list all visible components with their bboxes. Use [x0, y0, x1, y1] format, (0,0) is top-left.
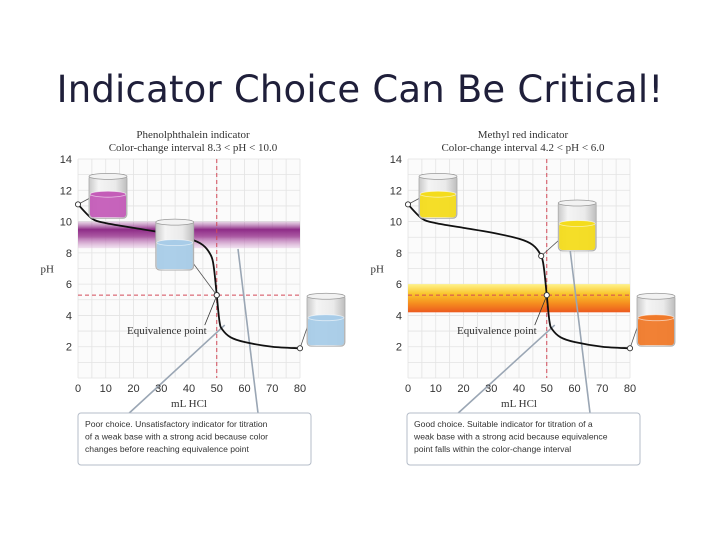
chart1-equivalence-label: Equivalence point	[127, 325, 207, 337]
chart2-beaker-icon	[418, 172, 458, 219]
chart1-caption-pointer	[128, 324, 226, 414]
chart1-ytick-label: 10	[60, 217, 72, 229]
chart2-beaker-icon	[557, 199, 597, 252]
chart2-curve-marker	[538, 252, 545, 260]
chart1-equivalence-marker	[213, 292, 220, 299]
chart2-beaker-rim	[418, 172, 458, 180]
chart1-caption-line: changes before reaching equivalence poin…	[85, 444, 249, 454]
chart2-title: Methyl red indicator	[478, 129, 569, 141]
chart2-ytick-label: 10	[390, 217, 402, 229]
chart2-caption-line: Good choice. Suitable indicator for titr…	[414, 419, 593, 429]
chart1-titration-curve	[77, 203, 301, 350]
chart2-beaker-liquid-surface	[558, 220, 596, 227]
chart2-xtick-label: 20	[457, 383, 469, 395]
chart2-xtick-label: 40	[513, 383, 525, 395]
chart2-beaker-liquid	[638, 317, 674, 346]
chart1-ytick-label: 2	[66, 342, 72, 354]
chart2-equivalence-leader	[534, 297, 547, 326]
chart1-xtick-label: 80	[294, 383, 306, 395]
chart2-beaker-rim	[557, 199, 597, 207]
chart2-color-change-band	[408, 284, 630, 313]
chart1-xtick-label: 10	[100, 383, 112, 395]
chart1-beaker-liquid-surface	[307, 314, 345, 322]
slide-title: Indicator Choice Can Be Critical!	[56, 68, 664, 111]
chart1-xtick-label: 60	[238, 383, 250, 395]
chart2-y-axis-label: pH	[371, 264, 385, 276]
chart2-ytick-label: 12	[390, 185, 402, 197]
chart2-subtitle: Color-change interval 4.2 < pH < 6.0	[441, 142, 605, 154]
chart1-y-axis-label: pH	[41, 264, 55, 276]
chart1-beaker-liquid	[90, 194, 126, 218]
chart1-curve-marker	[74, 201, 82, 208]
chart1-beaker-rim	[88, 172, 128, 180]
chart2-xtick-label: 10	[430, 383, 442, 395]
chart2-ytick-label: 6	[396, 279, 402, 291]
chart1-xtick-label: 40	[183, 383, 195, 395]
chart1-beaker-liquid-surface	[156, 239, 194, 246]
chart1-beaker-liquid	[308, 317, 344, 346]
chart2-ytick-label: 4	[396, 310, 402, 322]
chart1-subtitle: Color-change interval 8.3 < pH < 10.0	[109, 142, 278, 154]
chart2-equivalence-label: Equivalence point	[457, 325, 537, 337]
chart2-equivalence-marker	[543, 292, 550, 299]
chart1-ytick-label: 6	[66, 279, 72, 291]
chart2-xtick-label: 70	[596, 383, 608, 395]
chart1-caption-pointer	[237, 248, 259, 414]
chart1-caption-box	[77, 412, 312, 466]
chart1-beaker-rim	[306, 292, 346, 300]
chart1-beaker-icon	[155, 218, 195, 271]
chart1-caption-line: Poor choice. Unsatisfactory indicator fo…	[85, 419, 268, 429]
chart2-beaker-rim	[636, 292, 676, 300]
chart1-xtick-label: 30	[155, 383, 167, 395]
chart2-xtick-label: 60	[568, 383, 580, 395]
chart2-curve-marker	[626, 345, 634, 352]
chart2-curve-marker	[404, 201, 412, 208]
chart1-beaker-liquid	[156, 242, 193, 270]
chart2-beaker-liquid-surface	[637, 314, 675, 322]
chart2-xtick-label: 30	[485, 383, 497, 395]
chart2-caption-line: point falls within the color-change inte…	[414, 444, 571, 454]
chart1-xtick-label: 20	[127, 383, 139, 395]
chart2-ytick-label: 8	[396, 248, 402, 260]
chart1-ytick-label: 12	[60, 185, 72, 197]
chart2-x-axis-label: mL HCl	[501, 398, 537, 410]
chart2-beaker-liquid-surface	[419, 190, 457, 198]
chart2-titration-curve	[407, 203, 631, 350]
chart1-caption-line: of a weak base with a strong acid becaus…	[85, 432, 268, 442]
chart1-title: Phenolphthalein indicator	[136, 129, 250, 141]
chart2-caption-pointer	[457, 324, 556, 414]
chart2-xtick-label: 0	[405, 383, 411, 395]
chart1-beaker-icon	[306, 292, 346, 347]
chart1-equivalence-leader	[204, 297, 217, 326]
chart2-beaker-liquid	[420, 194, 456, 218]
chart1-x-axis-label: mL HCl	[171, 398, 207, 410]
chart1-curve-marker	[296, 345, 304, 352]
chart1-beaker-rim	[155, 218, 195, 226]
chart2-caption-box	[406, 412, 641, 466]
chart1-ytick-label: 8	[66, 248, 72, 260]
chart1-ytick-label: 4	[66, 310, 72, 322]
chart2-beaker-icon	[636, 292, 676, 347]
chart1-ytick-label: 14	[60, 154, 72, 166]
chart2-xtick-label: 50	[541, 383, 553, 395]
chart1-xtick-label: 70	[266, 383, 278, 395]
chart2-beaker-liquid	[559, 223, 596, 250]
chart2-caption-line: weak base with a strong acid because equ…	[413, 432, 608, 442]
chart2-ytick-label: 2	[396, 342, 402, 354]
chart1-xtick-label: 50	[211, 383, 223, 395]
chart1-xtick-label: 0	[75, 383, 81, 395]
chart1-beaker-icon	[88, 172, 128, 219]
chart2-caption-pointer	[569, 248, 591, 414]
chart1-beaker-liquid-surface	[89, 190, 127, 198]
chart2-xtick-label: 80	[624, 383, 636, 395]
chart2-ytick-label: 14	[390, 154, 402, 166]
